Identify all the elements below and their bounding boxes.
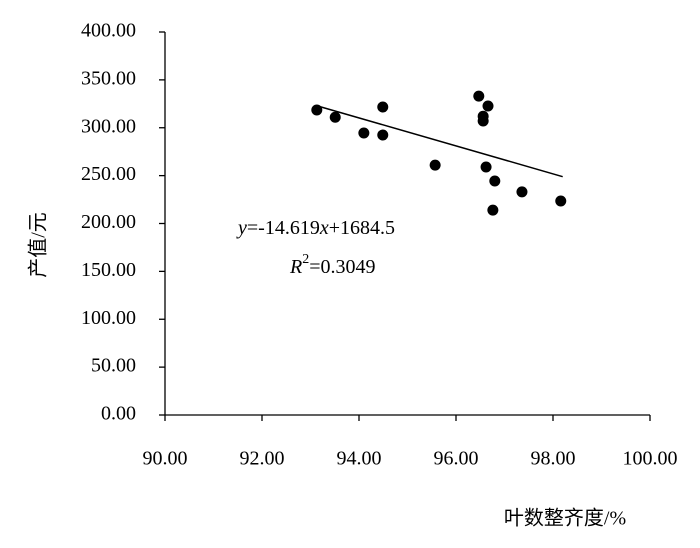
y-tick-label: 200.00 (81, 211, 136, 233)
y-tick-label: 0.00 (101, 403, 136, 425)
x-tick-label: 98.00 (531, 448, 576, 470)
point (473, 90, 485, 102)
y-tick-label: 300.00 (81, 115, 136, 137)
eq-part: =-14.619 (247, 217, 320, 239)
point (555, 195, 567, 207)
y-axis-label: 产值/元 (27, 212, 50, 278)
equation: y=-14.619x+1684.5 (236, 217, 395, 239)
point (480, 161, 492, 173)
x-tick-label: 90.00 (143, 448, 188, 470)
point (429, 159, 441, 171)
point (358, 127, 370, 139)
y-tick-label: 50.00 (91, 355, 136, 377)
point (489, 175, 501, 187)
r2-part: 2 (302, 252, 309, 267)
y-tick-label: 250.00 (81, 163, 136, 185)
y-tick-label: 150.00 (81, 259, 136, 281)
r-squared: R2=0.3049 (289, 252, 376, 277)
point (516, 186, 528, 198)
eq-part: x (319, 217, 329, 239)
point (377, 129, 389, 141)
eq-part: y (236, 217, 247, 239)
point (477, 115, 489, 127)
y-tick-label: 100.00 (81, 307, 136, 329)
point (329, 111, 341, 123)
x-tick-label: 100.00 (623, 448, 678, 470)
y-tick-label: 350.00 (81, 67, 136, 89)
point (311, 104, 323, 116)
point (377, 101, 389, 113)
y-tick-label: 400.00 (81, 20, 136, 42)
point (487, 204, 499, 216)
x-tick-label: 92.00 (240, 448, 285, 470)
r2-part: =0.3049 (309, 256, 375, 278)
r2-part: R (289, 256, 302, 278)
eq-part: +1684.5 (329, 217, 395, 239)
point (482, 100, 494, 112)
x-tick-label: 96.00 (434, 448, 479, 470)
trendline (316, 105, 563, 178)
x-tick-label: 94.00 (337, 448, 382, 470)
x-axis-label: 叶数整齐度/% (504, 507, 626, 530)
